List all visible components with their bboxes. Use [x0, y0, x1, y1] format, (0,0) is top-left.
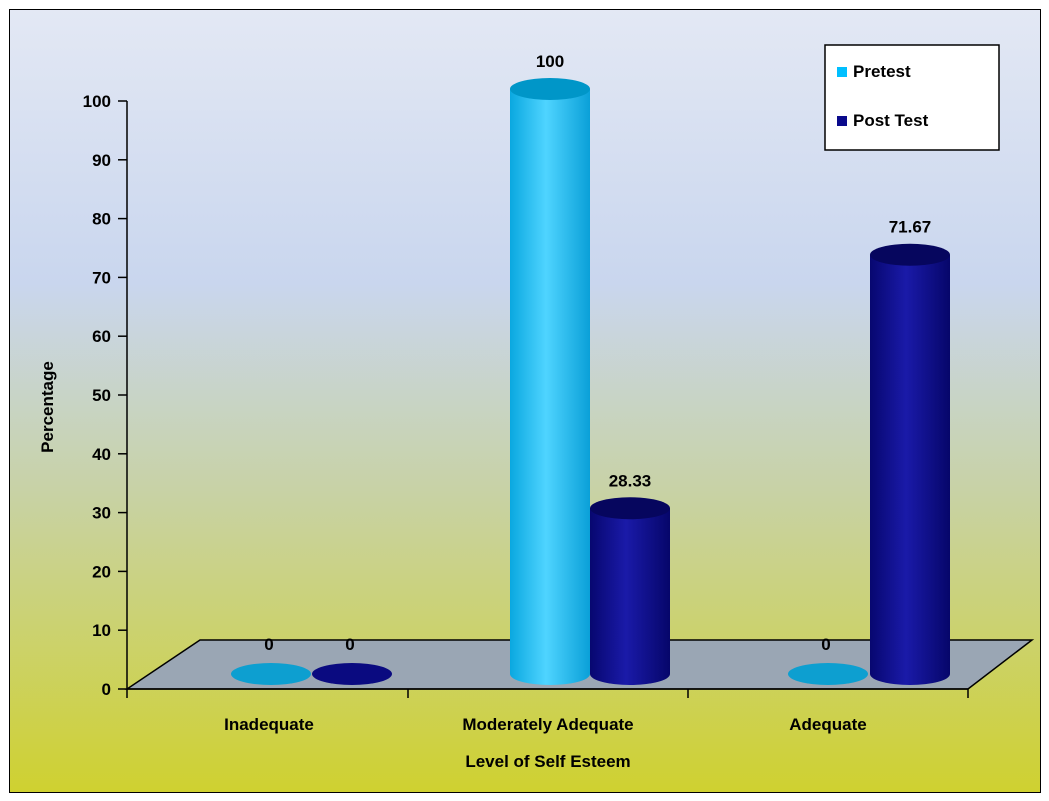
data-label: 0 [345, 635, 354, 654]
y-tick-label: 50 [92, 386, 111, 405]
legend-swatch-pretest [837, 67, 847, 77]
bar-1-2 [870, 243, 950, 685]
legend-box [824, 44, 1000, 151]
legend-label: Post Test [853, 111, 929, 130]
legend: Pretest Post Test [824, 44, 1000, 151]
y-tick-label: 100 [83, 92, 111, 111]
y-tick-label: 60 [92, 327, 111, 346]
legend-swatch-post-test [837, 116, 847, 126]
legend-label: Pretest [853, 62, 911, 81]
bar-body [590, 508, 670, 685]
data-label: 100 [536, 52, 564, 71]
bar-body [870, 254, 950, 685]
bar-0-0 [231, 663, 311, 685]
data-label: 0 [821, 635, 830, 654]
y-tick-label: 30 [92, 504, 111, 523]
y-tick-label: 80 [92, 210, 111, 229]
y-tick-label: 20 [92, 562, 111, 581]
chart-frame: 0 10 20 30 40 50 60 70 80 90 100 0 100 0 0 28.33 71.67 … [9, 9, 1041, 793]
bar-top [870, 243, 950, 266]
y-tick-label: 70 [92, 268, 111, 287]
y-tick-label: 0 [102, 680, 111, 699]
data-label: 0 [264, 635, 273, 654]
bar-base [312, 663, 392, 685]
y-tick-label: 10 [92, 621, 111, 640]
bar-1-0 [312, 663, 392, 685]
bar-top [510, 78, 590, 100]
x-axis-title: Level of Self Esteem [465, 752, 630, 771]
data-label: 28.33 [609, 471, 652, 490]
category-label: Inadequate [224, 715, 314, 734]
y-axis-title: Percentage [38, 361, 57, 453]
category-label: Adequate [789, 715, 866, 734]
bar-base [788, 663, 868, 685]
data-label: 71.67 [889, 218, 932, 237]
bar-base [231, 663, 311, 685]
category-label: Moderately Adequate [462, 715, 633, 734]
bar-0-2 [788, 663, 868, 685]
bar-0-1 [510, 78, 590, 685]
bar-1-1 [590, 497, 670, 685]
y-tick-label: 90 [92, 151, 111, 170]
y-tick-label: 40 [92, 445, 111, 464]
bar-top [590, 497, 670, 520]
bar-body [510, 89, 590, 685]
